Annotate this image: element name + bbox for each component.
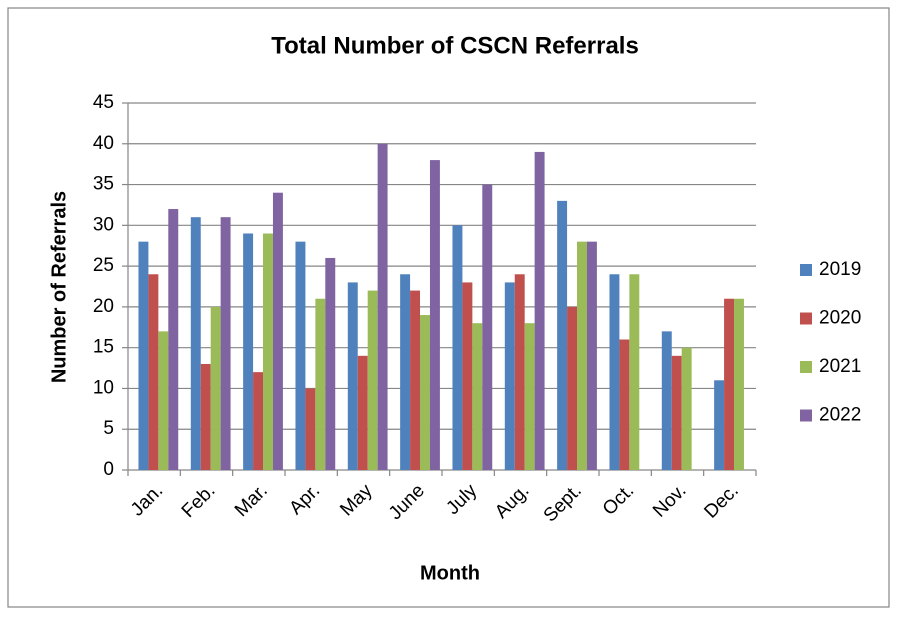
- x-axis-label: Month: [420, 562, 480, 584]
- bar: [158, 331, 169, 470]
- y-tick-label: 25: [93, 255, 114, 276]
- bar: [609, 274, 620, 470]
- bar: [619, 339, 630, 470]
- legend-swatch: [800, 361, 812, 373]
- legend-label: 2022: [819, 405, 861, 426]
- bar: [534, 151, 545, 470]
- legend-label: 2019: [819, 259, 861, 280]
- bar: [429, 160, 440, 471]
- bar: [681, 347, 692, 470]
- chart-title: Total Number of CSCN Referrals: [271, 32, 639, 59]
- legend-label: 2020: [819, 308, 861, 329]
- bar: [295, 241, 306, 470]
- bar: [504, 282, 515, 470]
- bar: [524, 323, 535, 470]
- y-tick-label: 40: [93, 133, 114, 154]
- y-tick-label: 0: [103, 459, 114, 480]
- bar: [347, 282, 358, 470]
- y-tick-label: 30: [93, 214, 114, 235]
- bar: [138, 241, 149, 470]
- bar: [714, 380, 725, 470]
- bar: [220, 217, 231, 470]
- bar: [253, 372, 264, 470]
- bar: [325, 257, 336, 470]
- bar: [577, 241, 587, 470]
- bar: [315, 298, 326, 470]
- bar: [190, 217, 201, 470]
- bar: [305, 388, 316, 470]
- legend-swatch: [800, 312, 812, 325]
- y-tick-label: 5: [103, 418, 114, 439]
- bar: [514, 274, 525, 470]
- bar: [168, 209, 179, 470]
- bar: [272, 192, 283, 470]
- y-tick-label: 45: [93, 92, 114, 113]
- bar: [452, 225, 463, 470]
- bar: [148, 274, 159, 470]
- bar: [661, 331, 672, 470]
- bar: [420, 315, 430, 470]
- bar: [567, 306, 578, 470]
- bar: [200, 363, 211, 470]
- bar: [671, 355, 682, 470]
- bar: [210, 306, 221, 470]
- bar: [724, 298, 735, 470]
- bar: [734, 298, 744, 470]
- bar: [410, 290, 421, 470]
- y-axis-label: Number of Referrals: [48, 191, 70, 383]
- bar: [629, 274, 640, 470]
- legend-swatch: [800, 409, 812, 422]
- bar: [472, 323, 483, 470]
- bar: [462, 282, 473, 470]
- y-tick-label: 15: [93, 337, 114, 358]
- y-tick-label: 20: [93, 296, 114, 317]
- legend-label: 2021: [819, 356, 861, 377]
- bar: [482, 184, 493, 471]
- legend-swatch: [800, 264, 812, 276]
- bar: [586, 241, 597, 470]
- y-tick-label: 10: [93, 377, 114, 398]
- bar: [400, 274, 411, 470]
- bar: [243, 233, 254, 470]
- bar: [357, 355, 368, 470]
- y-tick-label: 35: [93, 174, 114, 195]
- bar: [557, 200, 568, 470]
- bar: [263, 233, 273, 470]
- bar: [367, 290, 378, 470]
- bar: [377, 143, 388, 470]
